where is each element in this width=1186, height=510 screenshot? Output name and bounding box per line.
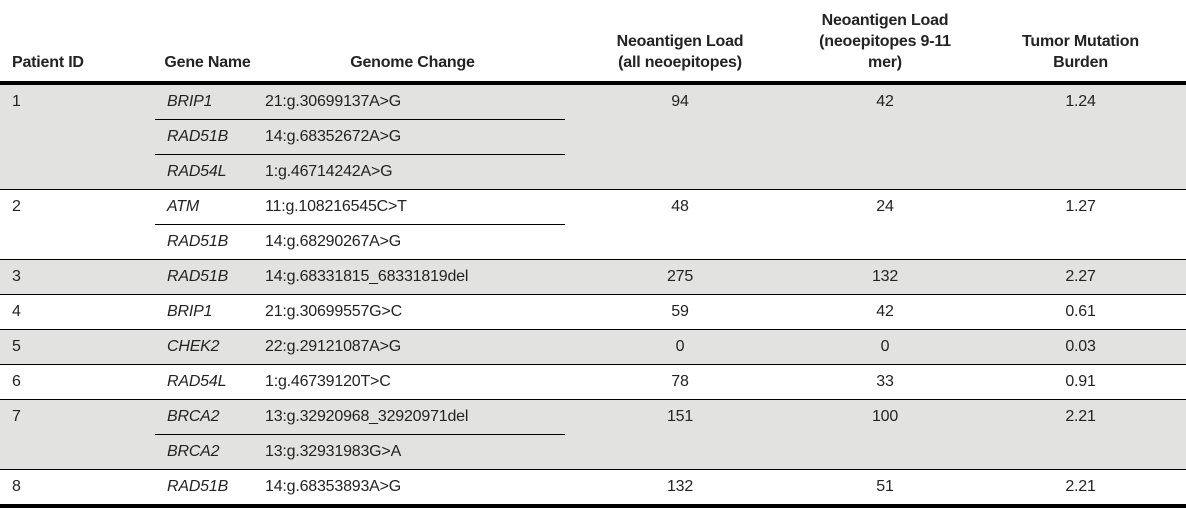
patient-row: 5 CHEK2 22:g.29121087A>G 0 0 0.03	[0, 329, 1186, 365]
neoantigen-load-9-11-cell: 33	[795, 364, 975, 400]
patient-id-cell: 5	[0, 329, 155, 365]
patient-id-cell: 2	[0, 189, 155, 260]
patient-id-cell: 1	[0, 83, 155, 190]
gene-name-cell: BRIP1	[155, 294, 260, 330]
patient-row: 7 BRCA2 13:g.32920968_32920971del 151 100 2.2…	[0, 399, 1186, 470]
col-header-gene-name: Gene Name	[155, 4, 260, 85]
gene-name-cell: BRCA2	[155, 399, 260, 435]
genome-change-cell: 13:g.32931983G>A	[260, 434, 565, 470]
genome-change-cell: 14:g.68353893A>G	[260, 469, 565, 508]
col-header-tumor-mutation-burden: Tumor Mutation Burden	[975, 4, 1186, 85]
patient-id-cell: 3	[0, 259, 155, 295]
patient-row: RAD51B 14:g.68352672A>G	[0, 119, 1186, 155]
patient-id-cell: 4	[0, 294, 155, 330]
tumor-mutation-burden-cell: 0.03	[975, 329, 1186, 365]
genome-change-cell: 21:g.30699557G>C	[260, 294, 565, 330]
neoantigen-load-9-11-cell: 51	[795, 469, 975, 508]
neoantigen-table: Patient ID Gene Name Genome Change Neoan…	[0, 4, 1186, 508]
genome-change-cell: 1:g.46739120T>C	[260, 364, 565, 400]
patient-id-cell: 8	[0, 469, 155, 508]
genome-change-cell: 14:g.68352672A>G	[260, 119, 565, 155]
neoantigen-load-all-cell: 48	[565, 189, 795, 260]
neoantigen-load-all-cell: 94	[565, 83, 795, 190]
genome-change-cell: 22:g.29121087A>G	[260, 329, 565, 365]
col-header-neoantigen-load-all: Neoantigen Load (all neoepitopes)	[565, 4, 795, 85]
gene-name-cell: RAD54L	[155, 154, 260, 190]
patient-row: 8 RAD51B 14:g.68353893A>G 132 51 2.21	[0, 469, 1186, 508]
neoantigen-load-all-cell: 78	[565, 364, 795, 400]
neoantigen-load-all-cell: 59	[565, 294, 795, 330]
neoantigen-load-all-cell: 151	[565, 399, 795, 470]
genome-change-cell: 11:g.108216545C>T	[260, 189, 565, 225]
genome-change-cell: 21:g.30699137A>G	[260, 83, 565, 120]
neoantigen-load-9-11-cell: 0	[795, 329, 975, 365]
gene-name-cell: BRCA2	[155, 434, 260, 470]
neoantigen-load-9-11-cell: 42	[795, 294, 975, 330]
patient-id-cell: 7	[0, 399, 155, 470]
table-header: Patient ID Gene Name Genome Change Neoan…	[0, 4, 1186, 85]
tumor-mutation-burden-cell: 1.27	[975, 189, 1186, 260]
header-row: Patient ID Gene Name Genome Change Neoan…	[0, 4, 1186, 85]
patient-row: 4 BRIP1 21:g.30699557G>C 59 42 0.61	[0, 294, 1186, 330]
patient-row: 2 ATM 11:g.108216545C>T 48 24 1.27	[0, 189, 1186, 260]
neoantigen-load-all-cell: 132	[565, 469, 795, 508]
patient-row: 3 RAD51B 14:g.68331815_68331819del 275 132 2.…	[0, 259, 1186, 295]
neoantigen-load-all-cell: 0	[565, 329, 795, 365]
col-header-patient-id: Patient ID	[0, 4, 155, 85]
neoantigen-load-9-11-cell: 24	[795, 189, 975, 260]
gene-name-cell: RAD51B	[155, 469, 260, 508]
neoantigen-load-9-11-cell: 100	[795, 399, 975, 470]
gene-name-cell: CHEK2	[155, 329, 260, 365]
tumor-mutation-burden-cell: 2.27	[975, 259, 1186, 295]
genome-change-cell: 14:g.68331815_68331819del	[260, 259, 565, 295]
genome-change-cell: 1:g.46714242A>G	[260, 154, 565, 190]
neoantigen-load-9-11-cell: 42	[795, 83, 975, 190]
col-header-neoantigen-load-9-11: Neoantigen Load (neoepitopes 9-11 mer)	[795, 4, 975, 85]
patient-id-cell: 6	[0, 364, 155, 400]
neoantigen-load-all-cell: 275	[565, 259, 795, 295]
tumor-mutation-burden-cell: 2.21	[975, 469, 1186, 508]
tumor-mutation-burden-cell: 1.24	[975, 83, 1186, 190]
genome-change-cell: 14:g.68290267A>G	[265, 233, 402, 250]
tumor-mutation-burden-cell: 0.91	[975, 364, 1186, 400]
col-header-genome-change: Genome Change	[260, 4, 565, 85]
tumor-mutation-burden-cell: 2.21	[975, 399, 1186, 470]
table-body: 1 BRIP1 21:g.30699137A>G 94 42 1.24 RAD51B 14:g…	[0, 83, 1186, 508]
gene-name-cell: RAD54L	[155, 364, 260, 400]
gene-name-cell: BRIP1	[155, 83, 260, 120]
gene-name-cell: RAD51B	[167, 233, 229, 250]
patient-row: BRCA2 13:g.32931983G>A	[0, 434, 1186, 470]
patient-row: RAD51B 14:g.68290267A>G	[0, 225, 1186, 260]
tumor-mutation-burden-cell: 0.61	[975, 294, 1186, 330]
patient-row: 1 BRIP1 21:g.30699137A>G 94 42 1.24	[0, 83, 1186, 190]
gene-name-cell: ATM	[155, 189, 260, 225]
gene-name-cell: RAD51B	[155, 119, 260, 155]
gene-name-cell: RAD51B	[155, 259, 260, 295]
patient-row: 6 RAD54L 1:g.46739120T>C 78 33 0.91	[0, 364, 1186, 400]
genome-change-cell: 13:g.32920968_32920971del	[260, 399, 565, 435]
neoantigen-load-9-11-cell: 132	[795, 259, 975, 295]
patient-row: RAD54L 1:g.46714242A>G	[0, 154, 1186, 190]
